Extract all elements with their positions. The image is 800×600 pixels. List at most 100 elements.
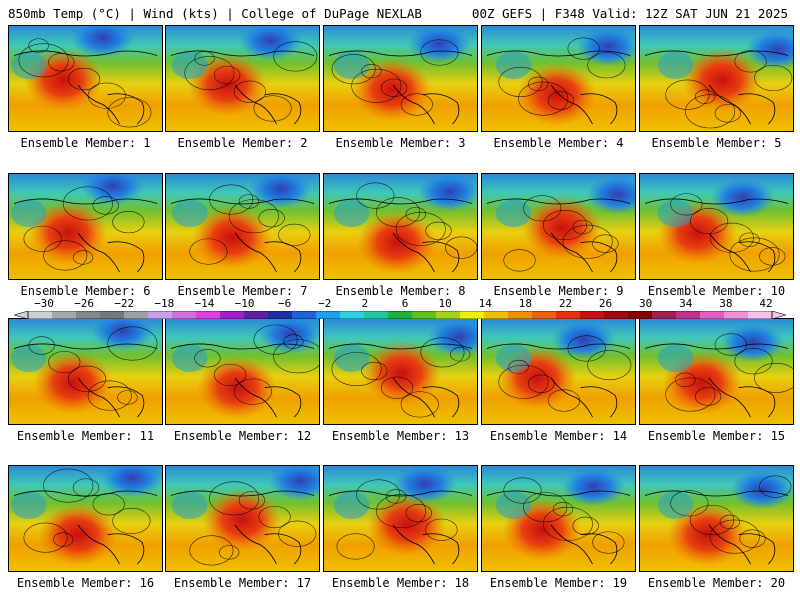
- ensemble-member-label: Ensemble Member: 8: [335, 284, 466, 298]
- colorbar-segment: [292, 311, 317, 319]
- ensemble-member-label: Ensemble Member: 16: [16, 576, 155, 590]
- colorbar-tick-label: 14: [478, 297, 492, 310]
- ensemble-member-label: Ensemble Member: 11: [16, 429, 155, 443]
- colorbar-segment: [700, 311, 725, 319]
- colorbar-tick-label: −10: [234, 297, 255, 310]
- ensemble-member-label: Ensemble Member: 19: [489, 576, 628, 590]
- colorbar-segment: [460, 311, 485, 319]
- ensemble-member-map: [481, 173, 636, 280]
- temperature-field-map: [324, 26, 477, 131]
- ensemble-member-label: Ensemble Member: 13: [331, 429, 470, 443]
- colorbar-strip: [14, 311, 786, 319]
- colorbar-segment: [244, 311, 269, 319]
- ensemble-member-map: [639, 465, 794, 572]
- ensemble-member-label: Ensemble Member: 3: [335, 136, 466, 150]
- colorbar-segment: [436, 311, 461, 319]
- colorbar-segment: [316, 311, 341, 319]
- ensemble-member-map: [481, 465, 636, 572]
- temperature-field-map: [482, 466, 635, 571]
- colorbar-segment: [172, 311, 197, 319]
- temperature-field-map: [9, 319, 162, 424]
- temperature-field-map: [324, 466, 477, 571]
- ensemble-member-map: [323, 465, 478, 572]
- ensemble-member-label: Ensemble Member: 12: [173, 429, 312, 443]
- colorbar-tick-label: −2: [318, 297, 332, 310]
- map-title: 850mb Temp (°C) | Wind (kts) | College o…: [8, 6, 422, 21]
- colorbar-tick-label: 38: [719, 297, 733, 310]
- colorbar-tick-label: 34: [679, 297, 693, 310]
- colorbar-tick-label: 30: [639, 297, 653, 310]
- colorbar-segment: [76, 311, 101, 319]
- temperature-field-map: [640, 319, 793, 424]
- ensemble-member-label: Ensemble Member: 10: [647, 284, 786, 298]
- colorbar-tick-label: 22: [558, 297, 573, 310]
- ensemble-member-map: [8, 318, 163, 425]
- ensemble-member-map: [8, 25, 163, 132]
- ensemble-member-map: [639, 25, 794, 132]
- colorbar-tick-label: 26: [598, 297, 613, 310]
- colorbar-segment: [148, 311, 173, 319]
- temperature-field-map: [166, 174, 319, 279]
- colorbar-tick-label: 42: [759, 297, 773, 310]
- temperature-field-map: [640, 26, 793, 131]
- ensemble-member-map: [639, 173, 794, 280]
- ensemble-member-label: Ensemble Member: 14: [489, 429, 628, 443]
- temperature-field-map: [482, 26, 635, 131]
- colorbar-segment: [748, 311, 773, 319]
- colorbar-segment: [628, 311, 653, 319]
- colorbar-segment: [100, 311, 125, 319]
- ensemble-member-map: [8, 465, 163, 572]
- colorbar-segment: [604, 311, 629, 319]
- ensemble-member-label: Ensemble Member: 2: [177, 136, 308, 150]
- colorbar-segment: [340, 311, 365, 319]
- ensemble-member-label: Ensemble Member: 18: [331, 576, 470, 590]
- colorbar-segment: [532, 311, 557, 319]
- temperature-field-map: [166, 319, 319, 424]
- colorbar-tick-label: −30: [34, 297, 54, 310]
- temperature-field-map: [324, 174, 477, 279]
- ensemble-member-map: [165, 465, 320, 572]
- colorbar-segment: [388, 311, 413, 319]
- colorbar-right-arrow: [771, 311, 786, 319]
- model-run-info: 00Z GEFS | F348 Valid: 12Z SAT JUN 21 20…: [471, 6, 788, 21]
- ensemble-member-map: [481, 25, 636, 132]
- colorbar-tick-label: −6: [278, 297, 292, 310]
- ensemble-member-label: Ensemble Member: 15: [647, 429, 786, 443]
- ensemble-member-map: [165, 173, 320, 280]
- colorbar-tick-label: 6: [401, 297, 409, 310]
- colorbar-segment: [556, 311, 581, 319]
- temperature-field-map: [9, 174, 162, 279]
- colorbar-tick-label: −18: [154, 297, 175, 310]
- temperature-field-map: [166, 26, 319, 131]
- colorbar-segment: [52, 311, 77, 319]
- ensemble-member-map: [165, 318, 320, 425]
- ensemble-member-map: [323, 25, 478, 132]
- colorbar-segment: [508, 311, 533, 319]
- ensemble-member-label: Ensemble Member: 17: [173, 576, 312, 590]
- temperature-field-map: [482, 319, 635, 424]
- ensemble-member-label: Ensemble Member: 6: [20, 284, 151, 298]
- ensemble-member-label: Ensemble Member: 7: [177, 284, 308, 298]
- ensemble-member-map: [165, 25, 320, 132]
- ensemble-member-map: [639, 318, 794, 425]
- colorbar-tick-label: 2: [361, 297, 369, 310]
- ensemble-member-map: [323, 173, 478, 280]
- temperature-field-map: [166, 466, 319, 571]
- colorbar-segment: [124, 311, 149, 319]
- colorbar-segment: [364, 311, 389, 319]
- colorbar-segment: [676, 311, 701, 319]
- colorbar-segment: [412, 311, 437, 319]
- colorbar-segment: [196, 311, 221, 319]
- colorbar-segment: [724, 311, 749, 319]
- colorbar-tick-label: −14: [194, 297, 215, 310]
- colorbar-segment: [580, 311, 605, 319]
- ensemble-member-label: Ensemble Member: 5: [651, 136, 782, 150]
- colorbar-segment: [220, 311, 245, 319]
- ensemble-member-label: Ensemble Member: 20: [647, 576, 786, 590]
- ensemble-member-map: [8, 173, 163, 280]
- temperature-field-map: [9, 466, 162, 571]
- ensemble-member-label: Ensemble Member: 4: [493, 136, 624, 150]
- temperature-field-map: [9, 26, 162, 131]
- colorbar-tick-label: 10: [438, 297, 452, 310]
- colorbar-tick-label: −26: [74, 297, 95, 310]
